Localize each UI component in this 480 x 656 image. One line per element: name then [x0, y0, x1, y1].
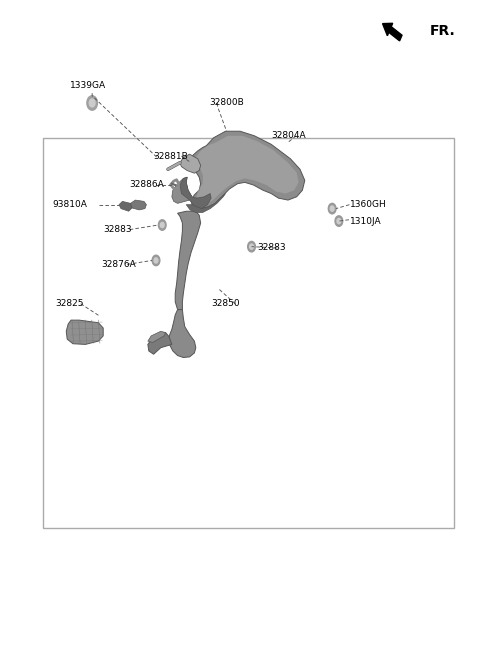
Circle shape	[335, 216, 343, 226]
Text: 32850: 32850	[211, 299, 240, 308]
Text: 32883: 32883	[103, 225, 132, 234]
Text: 1360GH: 1360GH	[350, 200, 387, 209]
Circle shape	[152, 255, 160, 266]
Circle shape	[248, 241, 255, 252]
Polygon shape	[148, 331, 166, 342]
Text: 93810A: 93810A	[53, 200, 88, 209]
Polygon shape	[180, 177, 211, 209]
Text: 32886A: 32886A	[130, 180, 164, 190]
Polygon shape	[180, 154, 201, 173]
Polygon shape	[172, 177, 192, 203]
Circle shape	[154, 258, 158, 263]
Text: 32800B: 32800B	[209, 98, 243, 108]
Bar	[43, 138, 454, 528]
Text: 32876A: 32876A	[101, 260, 135, 269]
Circle shape	[89, 99, 95, 107]
Polygon shape	[196, 136, 299, 203]
Polygon shape	[148, 333, 172, 354]
Circle shape	[87, 96, 97, 110]
Circle shape	[330, 206, 334, 211]
Text: FR.: FR.	[430, 24, 456, 38]
FancyArrow shape	[383, 23, 402, 41]
Circle shape	[328, 203, 336, 214]
Text: 1310JA: 1310JA	[350, 216, 382, 226]
Text: 32881B: 32881B	[154, 152, 188, 161]
Text: 32825: 32825	[56, 299, 84, 308]
Circle shape	[158, 220, 166, 230]
Polygon shape	[130, 200, 146, 210]
Polygon shape	[175, 211, 201, 310]
Circle shape	[337, 218, 341, 224]
Circle shape	[250, 244, 253, 249]
Polygon shape	[186, 194, 226, 213]
Text: 32883: 32883	[257, 243, 286, 253]
Polygon shape	[169, 310, 196, 358]
Circle shape	[160, 222, 164, 228]
Polygon shape	[190, 131, 305, 209]
Polygon shape	[119, 201, 132, 211]
Polygon shape	[66, 320, 103, 344]
Text: 32804A: 32804A	[271, 131, 306, 140]
Text: 1339GA: 1339GA	[70, 81, 106, 90]
